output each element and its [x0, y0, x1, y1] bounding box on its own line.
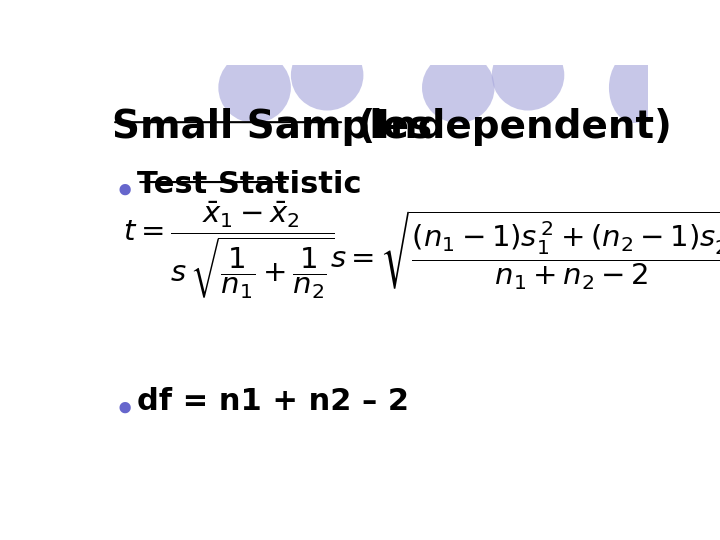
Text: (Independent): (Independent) [344, 109, 672, 146]
Ellipse shape [218, 52, 291, 123]
Text: $t = \dfrac{\bar{x}_1 - \bar{x}_2}{s\,\sqrt{\dfrac{1}{n_1} + \dfrac{1}{n_2}}}$: $t = \dfrac{\bar{x}_1 - \bar{x}_2}{s\,\s… [124, 199, 335, 301]
Text: Test Statistic: Test Statistic [138, 170, 362, 199]
Text: Small Samples: Small Samples [112, 109, 433, 146]
Text: $\bullet$: $\bullet$ [112, 171, 132, 209]
Text: $\bullet$: $\bullet$ [112, 389, 132, 427]
Text: $s = \sqrt{\dfrac{(n_1-1)s_1^{\,2} + (n_2-1)s_2^{\,2}}{n_1+n_2-2}}$: $s = \sqrt{\dfrac{(n_1-1)s_1^{\,2} + (n_… [330, 208, 720, 292]
Ellipse shape [422, 52, 495, 123]
Text: df = n1 + n2 – 2: df = n1 + n2 – 2 [138, 387, 410, 416]
Ellipse shape [609, 52, 660, 123]
Ellipse shape [492, 40, 564, 111]
Ellipse shape [291, 40, 364, 111]
